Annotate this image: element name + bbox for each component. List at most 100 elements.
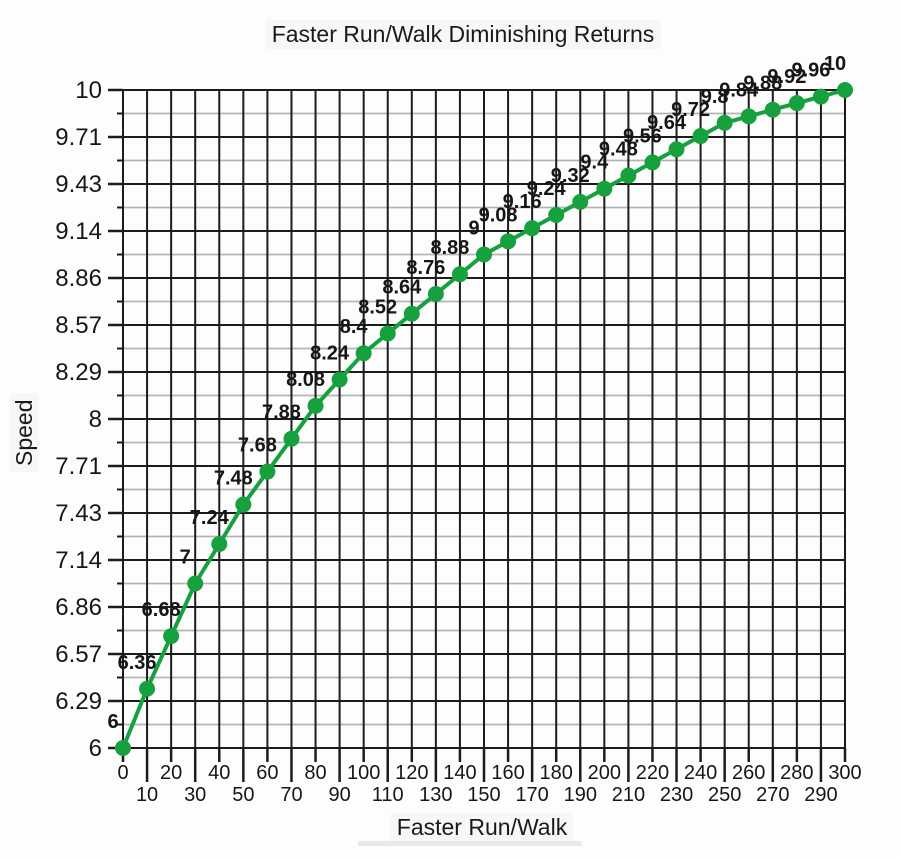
data-point-label: 9.96 <box>791 60 830 82</box>
x-tick-label: 130 <box>419 784 452 806</box>
data-point <box>620 167 637 184</box>
data-point-label: 6 <box>107 711 118 733</box>
data-point <box>812 88 829 105</box>
x-tick-label: 50 <box>232 784 254 806</box>
y-tick-label: 7.14 <box>55 547 102 574</box>
data-point <box>331 371 348 388</box>
x-tick-label: 190 <box>564 784 597 806</box>
data-point-label: 6.36 <box>118 652 157 674</box>
x-tick-label: 120 <box>395 762 428 784</box>
x-tick-label: 210 <box>612 784 645 806</box>
data-point-label: 7.68 <box>238 435 277 457</box>
x-tick-label: 140 <box>443 762 476 784</box>
data-point <box>572 193 589 210</box>
data-point <box>788 95 805 112</box>
x-tick-label: 90 <box>328 784 350 806</box>
data-point <box>548 207 565 224</box>
data-point-label: 9.8 <box>701 86 729 108</box>
scan-artifact-smudge <box>358 841 582 846</box>
x-tick-label: 200 <box>588 762 621 784</box>
y-tick-label: 6.29 <box>55 688 102 715</box>
data-point <box>764 101 781 118</box>
data-point-label: 9.88 <box>743 73 782 95</box>
data-point-label: 9.4 <box>580 152 609 174</box>
data-point-label: 9.32 <box>551 165 590 187</box>
data-point <box>379 325 396 342</box>
data-point-label: 8.64 <box>382 277 422 299</box>
x-tick-label: 170 <box>515 784 548 806</box>
y-tick-label: 9.43 <box>55 171 102 198</box>
data-point-label: 9 <box>468 218 479 240</box>
x-tick-label: 230 <box>660 784 693 806</box>
x-tick-label: 180 <box>540 762 573 784</box>
y-tick-label: 7.43 <box>55 500 102 527</box>
data-point <box>500 233 517 250</box>
x-tick-label: 10 <box>136 784 158 806</box>
data-point <box>740 108 757 125</box>
data-point <box>692 128 709 145</box>
data-point-label: 7.48 <box>214 468 253 490</box>
x-tick-label: 300 <box>828 762 861 784</box>
data-point <box>235 496 252 513</box>
y-tick-label: 8.57 <box>55 312 102 339</box>
data-point-label: 9.64 <box>647 112 687 134</box>
data-point-label: 6.68 <box>142 599 181 621</box>
y-tick-label: 8 <box>89 406 102 433</box>
x-tick-label: 30 <box>184 784 206 806</box>
data-point-label: 9.16 <box>503 191 542 213</box>
data-point <box>163 628 180 645</box>
x-tick-label: 60 <box>256 762 278 784</box>
data-point <box>355 345 372 362</box>
data-point <box>524 220 541 237</box>
x-tick-label: 110 <box>372 784 404 806</box>
data-point-label: 9.56 <box>623 125 662 147</box>
data-point <box>668 141 685 158</box>
data-point-label: 7.24 <box>190 507 230 529</box>
data-point <box>403 305 420 322</box>
x-tick-label: 20 <box>160 762 182 784</box>
data-point <box>187 575 204 592</box>
y-tick-label: 10 <box>75 77 102 104</box>
x-tick-label: 0 <box>117 762 128 784</box>
data-point <box>115 740 131 756</box>
data-point-label: 9.92 <box>767 66 806 88</box>
y-tick-label: 8.86 <box>55 265 102 292</box>
data-point-label: 8.08 <box>286 369 325 391</box>
data-point <box>139 680 156 697</box>
data-point <box>307 397 324 414</box>
data-point-label: 9.24 <box>527 178 567 200</box>
data-point-label: 10 <box>824 53 846 75</box>
y-tick-label: 7.71 <box>55 453 102 480</box>
chart-title: Faster Run/Walk Diminishing Returns <box>265 20 661 49</box>
data-point <box>259 463 276 480</box>
x-axis-label: Faster Run/Walk <box>390 813 574 842</box>
x-tick-label: 150 <box>467 784 500 806</box>
x-tick-label: 260 <box>732 762 765 784</box>
y-tick-label: 9.14 <box>55 218 102 245</box>
x-tick-label: 240 <box>684 762 717 784</box>
data-point <box>427 285 444 302</box>
data-point <box>596 180 613 197</box>
y-axis-label: Speed <box>10 393 39 472</box>
x-tick-label: 290 <box>804 784 837 806</box>
data-point <box>837 82 853 98</box>
data-point-label: 8.24 <box>310 343 350 365</box>
data-point-label: 7 <box>180 547 191 569</box>
data-point-label: 9.84 <box>719 79 759 101</box>
data-point <box>644 154 661 171</box>
data-point <box>283 430 300 447</box>
x-tick-label: 250 <box>708 784 741 806</box>
data-point-label: 8.52 <box>358 296 397 318</box>
y-tick-label: 9.71 <box>55 124 102 151</box>
data-point-label: 8.76 <box>406 257 445 279</box>
data-point-label: 9.08 <box>479 204 518 226</box>
data-point <box>476 246 492 263</box>
x-tick-label: 100 <box>347 762 380 784</box>
x-tick-label: 70 <box>280 784 302 806</box>
data-point-label: 9.48 <box>599 139 638 161</box>
data-point <box>211 536 228 553</box>
y-tick-label: 8.29 <box>55 359 102 386</box>
x-tick-label: 160 <box>491 762 524 784</box>
